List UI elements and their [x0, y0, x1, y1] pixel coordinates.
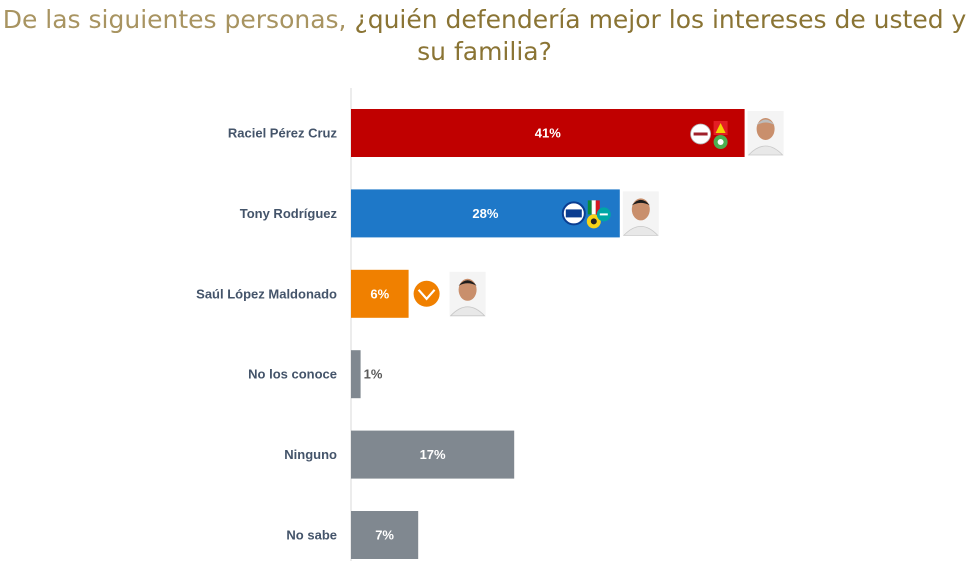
candidate-photo-saul-lopez-maldonado — [449, 271, 486, 317]
panal-logo-mark — [599, 213, 608, 216]
title-question: ¿quién defendería mejor los intereses de… — [354, 5, 967, 66]
title-lead: De las siguientes personas, — [2, 5, 355, 34]
photo-hair — [631, 199, 650, 206]
category-label-raciel-perez-cruz: Raciel Pérez Cruz — [228, 126, 338, 141]
photo-face — [458, 278, 477, 301]
photo-hair — [756, 119, 775, 125]
category-label-no-sabe: No sabe — [286, 528, 337, 543]
category-label-ninguno: Ninguno — [284, 447, 337, 462]
value-label-ninguno: 17% — [420, 447, 446, 462]
photo-hair — [458, 280, 477, 286]
photo-shoulders — [449, 306, 486, 317]
value-label-tony-rodriguez: 28% — [472, 206, 498, 221]
pan-logo-mark — [565, 209, 582, 218]
photo-face — [756, 118, 775, 140]
pri-logo-red — [595, 200, 600, 215]
category-label-no-los-conoce: No los conoce — [248, 367, 337, 382]
pt-logo-star — [715, 123, 726, 133]
pri-logo-green — [587, 200, 592, 215]
bar-saul-lopez-maldonado — [351, 269, 409, 318]
mc-logo-eagle — [417, 289, 436, 301]
party-logos-raciel-perez-cruz — [690, 121, 728, 149]
pri-logo-white — [591, 200, 597, 215]
prd-logo-mark — [590, 218, 597, 225]
mc-logo-circle — [413, 280, 440, 307]
candidate-photo-raciel-perez-cruz — [747, 111, 784, 156]
photo-shoulders — [747, 145, 784, 156]
value-label-no-los-conoce: 1% — [364, 367, 383, 382]
bar-raciel-perez-cruz — [351, 109, 745, 157]
category-label-tony-rodriguez: Tony Rodríguez — [240, 206, 338, 221]
party-logos-tony-rodriguez — [561, 200, 611, 229]
bar-no-los-conoce — [351, 350, 361, 399]
party-logos-saul-lopez-maldonado — [413, 280, 440, 307]
category-label-saul-lopez-maldonado: Saúl López Maldonado — [196, 286, 337, 301]
candidate-photo-tony-rodriguez — [622, 191, 659, 236]
bar-no-sabe — [351, 511, 419, 559]
value-label-saul-lopez-maldonado: 6% — [370, 286, 389, 301]
bar-ninguno — [351, 430, 515, 479]
photo-face — [631, 198, 650, 221]
value-label-no-sabe: 7% — [375, 528, 394, 543]
photo-shoulders — [622, 226, 659, 236]
morena-logo-mark — [693, 132, 708, 136]
pvem-logo-mark — [717, 139, 724, 145]
value-label-raciel-perez-cruz: 41% — [535, 126, 561, 141]
chart-title: De las siguientes personas, ¿quién defen… — [0, 4, 969, 68]
